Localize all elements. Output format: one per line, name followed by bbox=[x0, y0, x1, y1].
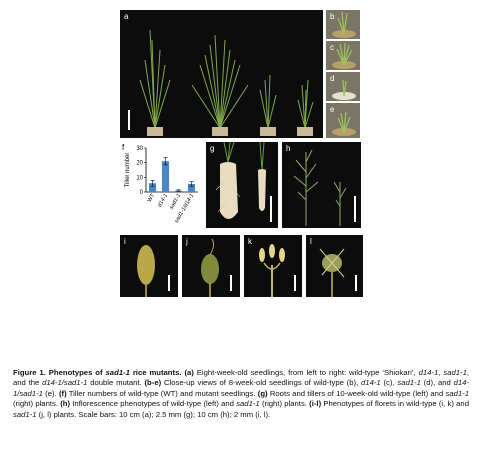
caption-a-comma: , bbox=[438, 368, 444, 377]
caption-f-label: (f) bbox=[58, 388, 67, 398]
caption-f-text: Tiller numbers of wild-type (WT) and mut… bbox=[66, 388, 258, 398]
panel-b-image bbox=[326, 10, 360, 39]
caption-il-sad: sad1-1 bbox=[13, 409, 37, 419]
bar bbox=[161, 161, 170, 192]
panel-label-l: l bbox=[310, 237, 312, 246]
caption-a-text-2: , and the bbox=[13, 368, 470, 388]
figure-caption: Figure 1. Phenotypes of sad1-1 rice muta… bbox=[13, 368, 469, 420]
caption-a-text-1: Eight-week-old seedlings, from left to r… bbox=[193, 368, 419, 377]
panel-k-floret: k bbox=[244, 235, 302, 297]
caption-be-text-3: (d), and bbox=[420, 378, 454, 388]
caption-h-text-1: Inflorescence phenotypes of wild-type (l… bbox=[70, 399, 237, 409]
caption-il-text-1: Phenotypes of florets in wild-type (i, k… bbox=[321, 399, 469, 409]
panel-label-c: c bbox=[330, 43, 334, 52]
caption-a-label: (a) bbox=[184, 368, 194, 377]
panel-label-j: j bbox=[186, 237, 188, 246]
caption-title-suffix: rice mutants. bbox=[129, 368, 182, 377]
caption-be-text-2: (c), bbox=[380, 378, 398, 388]
caption-a-sad: sad1-1 bbox=[443, 368, 467, 377]
caption-be-d14: d14-1 bbox=[361, 378, 381, 388]
panel-g-roots: g bbox=[206, 142, 278, 228]
panel-label-h: h bbox=[286, 144, 291, 153]
panel-label-b: b bbox=[330, 12, 335, 21]
panel-c-closeup: c bbox=[326, 41, 360, 70]
panel-h-image bbox=[282, 142, 361, 228]
panel-label-k: k bbox=[248, 237, 252, 246]
panel-j-floret: j bbox=[182, 235, 240, 297]
panel-l-image bbox=[306, 235, 363, 297]
panel-label-g: g bbox=[210, 144, 215, 153]
panel-a-seedlings: a bbox=[120, 10, 323, 138]
bar bbox=[187, 183, 196, 192]
scale-bar-h bbox=[354, 196, 356, 222]
category-label: WT bbox=[147, 192, 157, 203]
caption-h-label: (h) bbox=[60, 399, 71, 409]
y-axis-label: Tiller number bbox=[125, 153, 131, 188]
scale-bar-g bbox=[270, 196, 272, 222]
caption-be-double: d14-1/sad1-1 bbox=[13, 378, 470, 398]
caption-be-text-1: Close-up views of 8-week-old seedlings o… bbox=[161, 378, 362, 388]
panel-label-d: d bbox=[330, 74, 335, 83]
panel-e-image bbox=[326, 103, 360, 138]
panel-f-chart: f 0 10 20 30 Tiller number WT d14-1 sad1-1 sad1-1… bbox=[120, 142, 204, 228]
caption-a-text-3: double mutant. bbox=[87, 378, 145, 388]
caption-g-label: (g) bbox=[257, 388, 268, 398]
scale-bar-i bbox=[168, 275, 170, 291]
panel-e-closeup: e bbox=[326, 103, 360, 138]
caption-g-text-1: Roots and tillers of 10-week-old wild-ty… bbox=[267, 388, 446, 398]
scale-bar-a bbox=[128, 110, 130, 130]
panel-d-image bbox=[326, 72, 360, 101]
caption-title-prefix: Figure 1. Phenotypes of bbox=[13, 368, 106, 377]
panel-label-i: i bbox=[124, 237, 126, 246]
panel-a-image bbox=[120, 10, 323, 138]
panel-k-image bbox=[244, 235, 302, 297]
y-tick-label: 20 bbox=[136, 161, 143, 167]
caption-h-sad: sad1-1 bbox=[236, 399, 260, 409]
y-tick-label: 30 bbox=[136, 146, 143, 152]
caption-be-text-4: (e). bbox=[42, 388, 59, 398]
panel-g-image bbox=[206, 142, 278, 228]
panel-label-e: e bbox=[330, 105, 335, 114]
caption-a-double: d14-1/sad1-1 bbox=[42, 378, 88, 388]
caption-h-text-2: (right) plants. bbox=[259, 399, 310, 409]
panel-d-closeup: d bbox=[326, 72, 360, 101]
caption-il-label: (i-l) bbox=[309, 399, 322, 409]
panel-label-f: f bbox=[122, 143, 125, 152]
caption-g-text-2: (right) plants. bbox=[13, 399, 61, 409]
panel-c-image bbox=[326, 41, 360, 70]
caption-title-gene: sad1-1 bbox=[105, 368, 130, 377]
panel-i-floret: i bbox=[120, 235, 178, 297]
scale-bar-l bbox=[355, 275, 357, 291]
scale-bar-j bbox=[230, 275, 232, 291]
category-label: sad1-1 bbox=[169, 193, 183, 211]
panel-b-closeup: b bbox=[326, 10, 360, 39]
panel-h-inflorescence: h bbox=[282, 142, 361, 228]
y-tick-label: 10 bbox=[136, 175, 143, 181]
caption-a-d14: d14-1 bbox=[418, 368, 439, 377]
caption-title: Figure 1. Phenotypes of sad1-1 rice muta… bbox=[13, 368, 181, 377]
y-tick-label: 0 bbox=[140, 190, 144, 196]
panel-label-a: a bbox=[124, 12, 129, 21]
caption-be-sad: sad1-1 bbox=[397, 378, 421, 388]
category-label: d14-1 bbox=[157, 193, 169, 208]
bar bbox=[148, 183, 157, 192]
scale-bar-k bbox=[294, 275, 296, 291]
panel-l-floret: l bbox=[306, 235, 363, 297]
caption-be-label: (b-e) bbox=[144, 378, 162, 388]
caption-il-text-2: (j, l) plants. Scale bars: 10 cm (a); 2.… bbox=[36, 409, 271, 419]
caption-g-sad: sad1-1 bbox=[445, 388, 469, 398]
